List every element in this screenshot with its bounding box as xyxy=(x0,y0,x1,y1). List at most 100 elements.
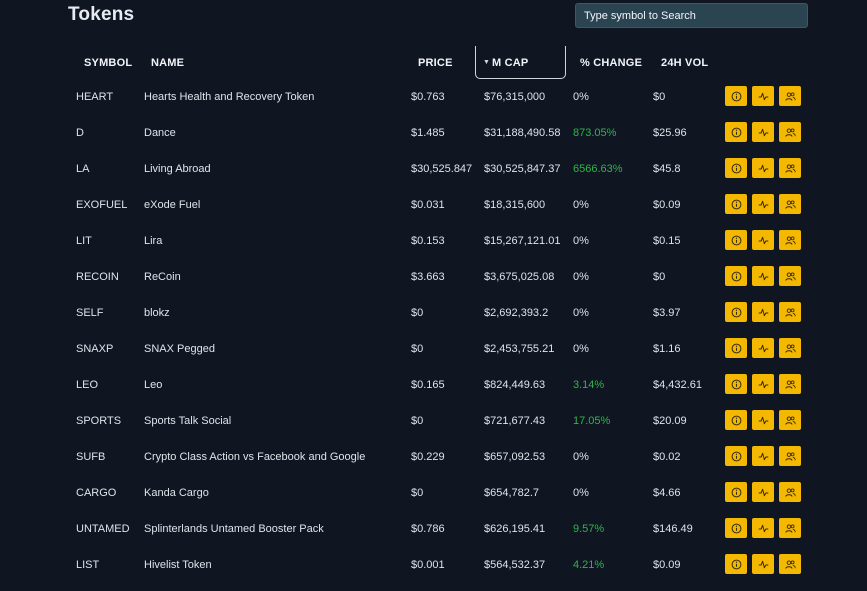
token-price: $0.001 xyxy=(411,559,445,571)
column-header-mcap[interactable]: M CAP xyxy=(492,57,529,69)
token-change: 0% xyxy=(573,235,589,247)
token-price: $1.485 xyxy=(411,127,445,139)
info-button[interactable] xyxy=(725,86,747,106)
holders-button[interactable] xyxy=(779,86,801,106)
token-market-cap: $15,267,121.01 xyxy=(484,235,561,247)
column-header-symbol[interactable]: SYMBOL xyxy=(84,57,133,69)
token-price: $0.229 xyxy=(411,451,445,463)
token-volume: $0.02 xyxy=(653,451,681,463)
info-button[interactable] xyxy=(725,374,747,394)
chart-button[interactable] xyxy=(752,194,774,214)
chart-button[interactable] xyxy=(752,266,774,286)
info-button[interactable] xyxy=(725,338,747,358)
info-button[interactable] xyxy=(725,446,747,466)
info-button[interactable] xyxy=(725,302,747,322)
info-button[interactable] xyxy=(725,194,747,214)
token-market-cap: $76,315,000 xyxy=(484,91,546,103)
token-change: 0% xyxy=(573,307,589,319)
info-icon xyxy=(731,379,742,390)
column-header-price[interactable]: PRICE xyxy=(418,57,453,69)
chart-button[interactable] xyxy=(752,446,774,466)
table-row[interactable]: SNAXP SNAX Pegged $0 $2,453,755.21 0% $1.16 xyxy=(0,332,867,368)
token-symbol: EXOFUEL xyxy=(76,199,128,211)
table-row[interactable]: D Dance $1.485 $31,188,490.58 873.05% $25.96 xyxy=(0,116,867,152)
activity-icon xyxy=(758,415,769,426)
activity-icon xyxy=(758,91,769,102)
holders-button[interactable] xyxy=(779,302,801,322)
activity-icon xyxy=(758,199,769,210)
table-row[interactable]: LIST Hivelist Token $0.001 $564,532.37 4.21%… xyxy=(0,548,867,584)
users-icon xyxy=(784,379,796,390)
holders-button[interactable] xyxy=(779,158,801,178)
table-row[interactable]: SELF blokz $0 $2,692,393.2 0% $3.97 xyxy=(0,296,867,332)
token-symbol: HEART xyxy=(76,91,114,103)
table-row[interactable]: UNTAMED Splinterlands Untamed Booster Pac… xyxy=(0,512,867,548)
table-row[interactable]: LEO Leo $0.165 $824,449.63 3.14% $4,432.61 xyxy=(0,368,867,404)
chart-button[interactable] xyxy=(752,86,774,106)
column-header-change[interactable]: % CHANGE xyxy=(580,57,643,69)
info-button[interactable] xyxy=(725,518,747,538)
token-symbol: RECOIN xyxy=(76,271,119,283)
holders-button[interactable] xyxy=(779,410,801,430)
info-button[interactable] xyxy=(725,230,747,250)
table-header: SYMBOL NAME PRICE ▼ M CAP % CHANGE 24H V… xyxy=(0,46,867,80)
token-name: Lira xyxy=(144,235,163,247)
token-change: 6566.63% xyxy=(573,163,623,175)
info-button[interactable] xyxy=(725,410,747,430)
table-row[interactable]: SPORTS Sports Talk Social $0 $721,677.43 17.… xyxy=(0,404,867,440)
holders-button[interactable] xyxy=(779,446,801,466)
holders-button[interactable] xyxy=(779,338,801,358)
table-row[interactable]: LIT Lira $0.153 $15,267,121.01 0% $0.15 xyxy=(0,224,867,260)
table-row[interactable]: EXOFUEL eXode Fuel $0.031 $18,315,600 0% $0.0… xyxy=(0,188,867,224)
chart-button[interactable] xyxy=(752,122,774,142)
holders-button[interactable] xyxy=(779,374,801,394)
token-volume: $146.49 xyxy=(653,523,693,535)
chart-button[interactable] xyxy=(752,230,774,250)
info-button[interactable] xyxy=(725,482,747,502)
holders-button[interactable] xyxy=(779,518,801,538)
table-row[interactable]: CARGO Kanda Cargo $0 $654,782.7 0% $4.66 xyxy=(0,476,867,512)
chart-button[interactable] xyxy=(752,302,774,322)
token-price: $0 xyxy=(411,415,424,427)
column-header-vol[interactable]: 24H VOL xyxy=(661,57,709,69)
holders-button[interactable] xyxy=(779,554,801,574)
activity-icon xyxy=(758,307,769,318)
holders-button[interactable] xyxy=(779,194,801,214)
holders-button[interactable] xyxy=(779,122,801,142)
token-volume: $4,432.61 xyxy=(653,379,702,391)
activity-icon xyxy=(758,487,769,498)
token-price: $0 xyxy=(411,343,424,355)
token-change: 0% xyxy=(573,487,589,499)
token-volume: $25.96 xyxy=(653,127,687,139)
info-button[interactable] xyxy=(725,158,747,178)
chart-button[interactable] xyxy=(752,374,774,394)
token-symbol: SPORTS xyxy=(76,415,122,427)
column-header-name[interactable]: NAME xyxy=(151,57,185,69)
chart-button[interactable] xyxy=(752,518,774,538)
token-market-cap: $654,782.7 xyxy=(484,487,540,499)
holders-button[interactable] xyxy=(779,230,801,250)
token-name: Living Abroad xyxy=(144,163,211,175)
chart-button[interactable] xyxy=(752,338,774,358)
holders-button[interactable] xyxy=(779,482,801,502)
table-row[interactable]: HEART Hearts Health and Recovery Token $0.… xyxy=(0,80,867,116)
token-market-cap: $30,525,847.37 xyxy=(484,163,561,175)
table-row[interactable]: RECOIN ReCoin $3.663 $3,675,025.08 0% $0 xyxy=(0,260,867,296)
chart-button[interactable] xyxy=(752,482,774,502)
token-volume: $0.15 xyxy=(653,235,681,247)
chart-button[interactable] xyxy=(752,410,774,430)
table-row[interactable]: SUFB Crypto Class Action vs Facebook and … xyxy=(0,440,867,476)
chart-button[interactable] xyxy=(752,554,774,574)
token-price: $0.031 xyxy=(411,199,445,211)
token-symbol: CARGO xyxy=(76,487,117,499)
chart-button[interactable] xyxy=(752,158,774,178)
info-button[interactable] xyxy=(725,554,747,574)
table-row[interactable]: LA Living Abroad $30,525.847 $30,525,847.37… xyxy=(0,152,867,188)
info-icon xyxy=(731,235,742,246)
token-name: Splinterlands Untamed Booster Pack xyxy=(144,523,324,535)
activity-icon xyxy=(758,451,769,462)
info-button[interactable] xyxy=(725,122,747,142)
info-button[interactable] xyxy=(725,266,747,286)
search-input[interactable] xyxy=(575,3,808,28)
holders-button[interactable] xyxy=(779,266,801,286)
